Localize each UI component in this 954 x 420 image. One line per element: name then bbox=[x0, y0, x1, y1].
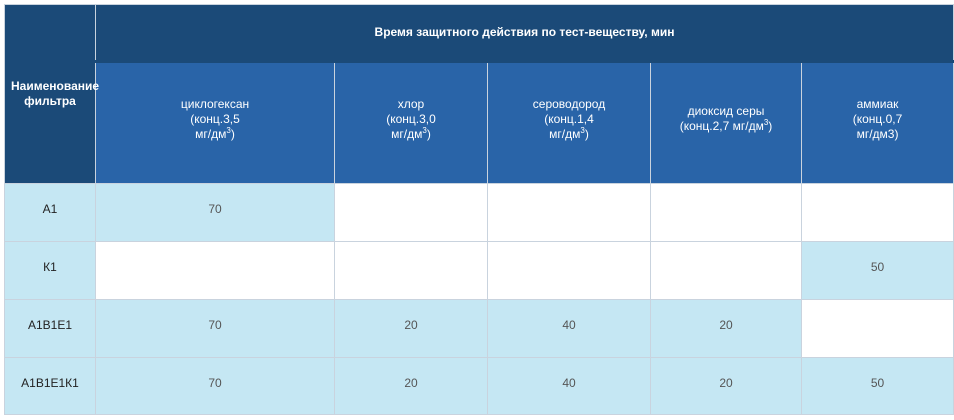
column-concentration: (конц.2,7 мг/дм bbox=[679, 119, 764, 133]
value-cell: 50 bbox=[800, 357, 954, 415]
column-concentration: (конц.3,0 bbox=[386, 111, 436, 126]
row-label: А1В1Е1 bbox=[4, 299, 96, 358]
value-cell: 40 bbox=[487, 357, 651, 415]
table-row: К1 50 bbox=[4, 241, 954, 300]
value-cell bbox=[334, 241, 488, 300]
column-name: сероводород bbox=[532, 96, 606, 111]
value-cell bbox=[650, 241, 802, 300]
value-cell: 70 bbox=[95, 299, 335, 358]
value-cell bbox=[95, 241, 335, 300]
value-cell bbox=[800, 299, 954, 358]
value-cell bbox=[487, 183, 651, 242]
unit-superscript: 3 bbox=[422, 125, 427, 135]
column-name: циклогексан bbox=[180, 96, 250, 111]
value-cell: 50 bbox=[800, 241, 954, 300]
value-cell: 20 bbox=[334, 299, 488, 358]
column-concentration: (конц.1,4 bbox=[544, 111, 594, 126]
column-unit: мг/дм bbox=[195, 126, 227, 141]
group-header-protection-time: Время защитного действия по тест-веществ… bbox=[94, 4, 954, 63]
column-header-chlorine: хлор (конц.3,0 мг/дм3) bbox=[334, 61, 488, 184]
value-cell bbox=[800, 183, 954, 242]
table-row: А1В1Е1 70 20 40 20 bbox=[4, 299, 954, 358]
row-label: А1В1Е1К1 bbox=[4, 357, 96, 415]
value-cell: 20 bbox=[334, 357, 488, 415]
value-cell: 20 bbox=[650, 357, 802, 415]
table-row: А1 70 bbox=[4, 183, 954, 242]
column-unit: мг/дм bbox=[549, 126, 581, 141]
unit-superscript: 3 bbox=[580, 125, 585, 135]
value-cell bbox=[487, 241, 651, 300]
value-cell: 20 bbox=[650, 299, 802, 358]
column-unit-tail: ) bbox=[768, 119, 773, 133]
column-header-ammonia: аммиак (конц.0,7 мг/дм3) bbox=[800, 61, 954, 184]
column-name: диоксид серы bbox=[687, 104, 765, 118]
value-cell: 70 bbox=[95, 357, 335, 415]
column-name: хлор bbox=[397, 96, 425, 111]
column-unit: мг/дм3) bbox=[856, 126, 899, 141]
column-header-hydrogen-sulfide: сероводород (конц.1,4 мг/дм3) bbox=[487, 61, 651, 184]
corner-header-filter-name: Наименование фильтра bbox=[4, 4, 99, 184]
column-unit-tail: ) bbox=[230, 126, 235, 141]
column-unit-tail: ) bbox=[426, 126, 431, 141]
column-name: аммиак bbox=[856, 96, 899, 111]
table-row: А1В1Е1К1 70 20 40 20 50 bbox=[4, 357, 954, 415]
row-label: К1 bbox=[4, 241, 96, 300]
value-cell bbox=[334, 183, 488, 242]
column-unit: мг/дм bbox=[391, 126, 423, 141]
column-unit-tail: ) bbox=[584, 126, 589, 141]
column-header-cyclohexane: циклогексан (конц.3,5 мг/дм3) bbox=[95, 61, 335, 184]
value-cell bbox=[650, 183, 802, 242]
value-cell: 70 bbox=[95, 183, 335, 242]
column-concentration: (конц.0,7 bbox=[852, 111, 903, 126]
column-concentration: (конц.3,5 bbox=[190, 111, 240, 126]
column-header-sulfur-dioxide: диоксид серы (конц.2,7 мг/дм3) bbox=[650, 61, 802, 184]
unit-superscript: 3 bbox=[226, 125, 231, 135]
filter-protection-table: Наименование фильтра Время защитного дей… bbox=[4, 4, 954, 415]
row-label: А1 bbox=[4, 183, 96, 242]
value-cell: 40 bbox=[487, 299, 651, 358]
unit-superscript: 3 bbox=[763, 118, 769, 127]
